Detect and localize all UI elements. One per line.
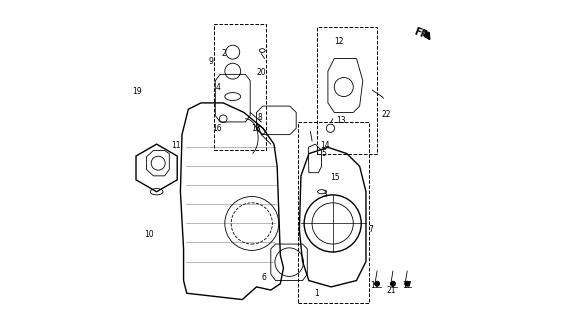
Text: 12: 12 [335, 36, 344, 45]
Text: 18: 18 [251, 124, 261, 133]
Text: FR.: FR. [412, 27, 432, 43]
Circle shape [405, 281, 410, 286]
Text: 3: 3 [323, 190, 327, 199]
Text: 7: 7 [368, 225, 373, 234]
Text: 22: 22 [382, 109, 391, 118]
Text: 5: 5 [321, 149, 326, 158]
Text: 17: 17 [403, 281, 412, 290]
Text: 4: 4 [215, 83, 220, 92]
Text: 2: 2 [221, 49, 226, 58]
Text: 10: 10 [145, 230, 154, 239]
Text: 1: 1 [315, 289, 319, 298]
Text: 6: 6 [262, 273, 267, 282]
Text: 9: 9 [208, 57, 213, 66]
Text: 16: 16 [212, 124, 222, 133]
Text: 19: 19 [132, 87, 142, 96]
Text: 13: 13 [336, 116, 345, 125]
Text: 17: 17 [370, 281, 379, 290]
Text: 8: 8 [257, 113, 263, 122]
Text: 20: 20 [256, 68, 266, 77]
Circle shape [391, 281, 395, 286]
Text: 21: 21 [386, 285, 396, 295]
Text: 15: 15 [331, 173, 340, 182]
Text: 14: 14 [320, 141, 329, 150]
Circle shape [375, 281, 380, 286]
Text: 11: 11 [171, 141, 180, 150]
